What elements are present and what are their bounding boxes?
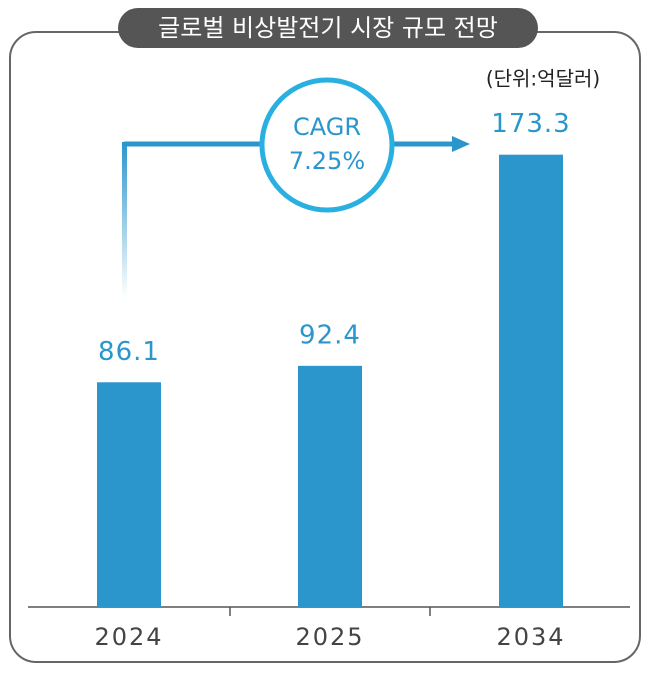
bar [499, 154, 563, 607]
cagr-label: CAGR [293, 113, 361, 141]
x-tick-label: 2025 [295, 623, 364, 651]
x-tick-label: 2034 [496, 623, 565, 651]
value-label: 86.1 [98, 337, 160, 367]
title-pill [118, 8, 538, 48]
arrow-stem [122, 142, 127, 297]
arrow-head [452, 136, 470, 152]
bar [298, 365, 362, 607]
value-label: 173.3 [491, 109, 570, 139]
chart-title: 글로벌 비상발전기 시장 규모 전망 [158, 14, 498, 42]
x-tick-label: 2024 [94, 623, 163, 651]
cagr-circle [259, 77, 395, 213]
unit-label: (단위:억달러) [486, 67, 600, 91]
cagr-value: 7.25% [289, 147, 365, 175]
bar [97, 382, 161, 607]
value-label: 92.4 [299, 320, 361, 350]
